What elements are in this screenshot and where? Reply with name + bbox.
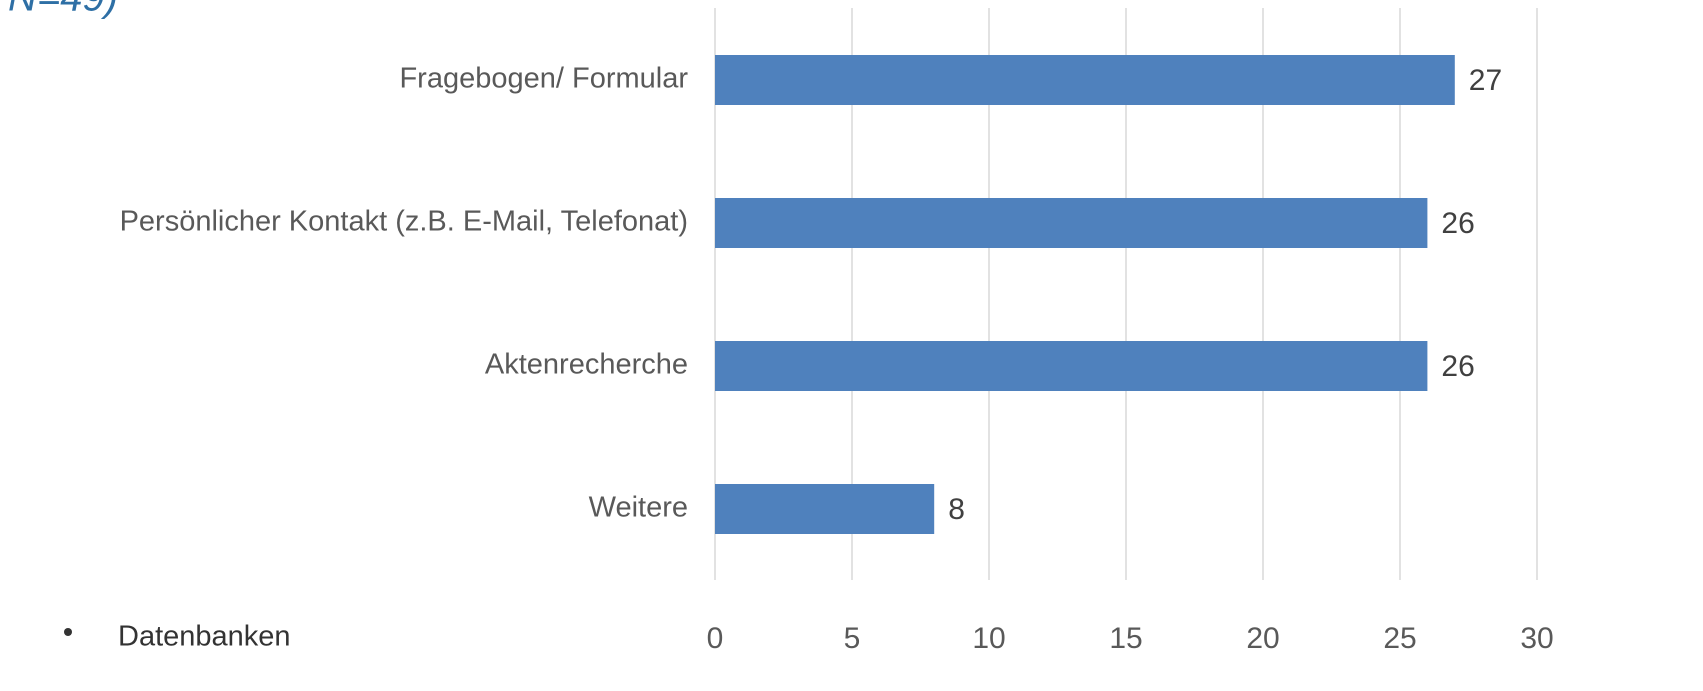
x-tick-label: 20 — [1246, 622, 1279, 655]
bar — [715, 484, 935, 534]
value-label: 8 — [948, 493, 965, 526]
bar — [715, 341, 1428, 391]
y-tick-label: Weitere — [589, 492, 688, 524]
value-label: 26 — [1441, 350, 1474, 383]
x-tick-label: 5 — [844, 622, 861, 655]
y-tick-label: Persönlicher Kontakt (z.B. E-Mail, Telef… — [120, 206, 688, 238]
value-label: 27 — [1469, 64, 1502, 97]
bar — [715, 55, 1455, 105]
annotation: Datenbanken — [118, 621, 291, 653]
x-tick-label: 30 — [1520, 622, 1553, 655]
chart-title: N=49) — [8, 0, 118, 20]
bullet — [64, 628, 72, 636]
x-tick-label: 25 — [1383, 622, 1416, 655]
bar — [715, 198, 1428, 248]
x-tick-label: 0 — [707, 622, 724, 655]
y-tick-label: Fragebogen/ Formular — [399, 63, 688, 95]
x-tick-label: 10 — [972, 622, 1005, 655]
x-tick-label: 15 — [1109, 622, 1142, 655]
y-tick-label: Aktenrecherche — [485, 349, 688, 381]
value-label: 26 — [1441, 207, 1474, 240]
